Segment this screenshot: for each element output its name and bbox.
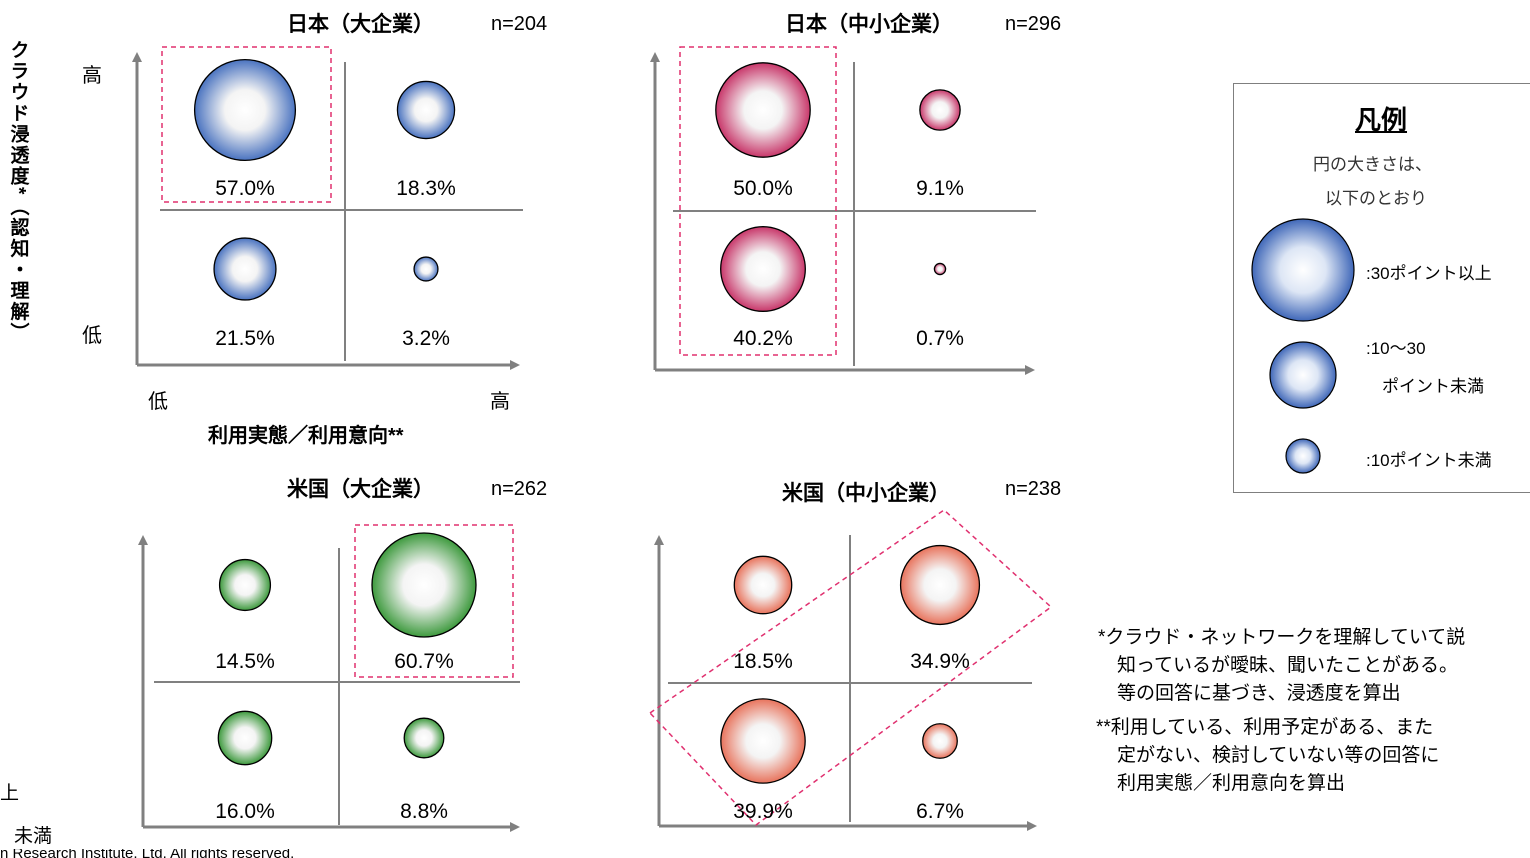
chart-sample-size: n=238 — [1005, 478, 1061, 500]
legend-label-large: :30ポイント以上 — [1366, 264, 1492, 283]
bubble-bottom-left — [217, 710, 273, 766]
note-line-3: 等の回答に基づき、浸透度を算出 — [1117, 683, 1401, 704]
value-label-bottom-left: 40.2% — [733, 327, 793, 350]
value-label-top-right: 60.7% — [394, 650, 454, 673]
highlight-box — [679, 46, 837, 356]
legend-bubble-small — [1285, 438, 1321, 474]
copyright-fragment: n Research Institute, Ltd. All rights re… — [0, 849, 295, 858]
value-label-top-left: 57.0% — [215, 177, 275, 200]
left-fragment-1: 上 — [0, 783, 20, 804]
bubble-bottom-right — [413, 256, 439, 282]
value-label-bottom-right: 6.7% — [916, 800, 964, 823]
value-label-bottom-right: 3.2% — [402, 327, 450, 350]
value-label-top-left: 50.0% — [733, 177, 793, 200]
chart-panel-2: 日本（中小企業） n=296 50.0% 9.1% 40.2% 0.7% — [650, 12, 1061, 375]
highlight-box — [354, 524, 514, 678]
chart-title: 米国（大企業） — [287, 477, 434, 501]
bubble-bottom-left — [720, 698, 806, 784]
value-label-bottom-left: 16.0% — [215, 800, 275, 823]
note-line-6: 利用実態／利用意向を算出 — [1117, 773, 1346, 794]
charts-layer: 日本（大企業） n=204 57.0% 18.3% 21.5% 3.2% 日本（中小企業） n… — [132, 12, 1061, 832]
legend-subtitle-line2: 以下のとおり — [1325, 189, 1427, 208]
legend-title: 凡例 — [1355, 105, 1408, 135]
x-axis-low-label: 低 — [148, 390, 168, 413]
chart-panel-4: 米国（中小企業） n=238 18.5% 34.9% 39.9% 6.7% — [648, 478, 1061, 831]
highlight-box — [161, 46, 332, 203]
bubble-top-left — [733, 555, 793, 615]
value-label-top-right: 34.9% — [910, 650, 970, 673]
bubble-top-right — [919, 89, 961, 131]
legend-label-medium-line2: ポイント未満 — [1382, 377, 1484, 396]
chart-title: 日本（中小企業） — [785, 12, 953, 36]
value-label-bottom-left: 21.5% — [215, 327, 275, 350]
bubble-bottom-left — [720, 226, 806, 312]
bubble-bottom-right — [933, 262, 947, 276]
chart-title: 日本（大企業） — [287, 12, 434, 36]
note-line-1: *クラウド・ネットワークを理解していて説 — [1098, 627, 1466, 648]
value-label-top-right: 9.1% — [916, 177, 964, 200]
value-label-bottom-right: 0.7% — [916, 327, 964, 350]
highlight-box — [648, 509, 1053, 826]
y-axis-title: クラウド浸透度*（認知・理解） — [8, 40, 30, 344]
x-axis-title: 利用実態／利用意向** — [208, 423, 404, 447]
bubble-top-left — [193, 58, 297, 162]
value-label-top-left: 14.5% — [215, 650, 275, 673]
value-label-top-right: 18.3% — [396, 177, 456, 200]
chart-sample-size: n=296 — [1005, 13, 1061, 35]
y-axis-high-label: 高 — [82, 64, 102, 87]
note-line-4: **利用している、利用予定がある、また — [1096, 717, 1434, 738]
chart-sample-size: n=262 — [491, 478, 547, 500]
bubble-bottom-right — [922, 723, 958, 759]
note-line-2: 知っているが曖昧、聞いたことがある。 — [1117, 655, 1459, 676]
note-line-5: 定がない、検討していない等の回答に — [1117, 745, 1440, 766]
chart-sample-size: n=204 — [491, 13, 547, 35]
bubble-top-right — [396, 80, 456, 140]
left-fragment-2: 未満 — [14, 826, 53, 847]
chart-title: 米国（中小企業） — [782, 481, 950, 505]
value-label-top-left: 18.5% — [733, 650, 793, 673]
bubble-top-left — [715, 62, 811, 158]
x-axis-high-label: 高 — [490, 390, 510, 413]
value-label-bottom-right: 8.8% — [400, 800, 448, 823]
legend-bubble-large — [1251, 218, 1355, 322]
bubble-bottom-right — [403, 717, 445, 759]
bubble-bottom-left — [213, 237, 277, 301]
value-label-bottom-left: 39.9% — [733, 800, 793, 823]
legend-label-medium-line1: :10〜30 — [1366, 339, 1426, 358]
legend-bubble-medium — [1269, 341, 1337, 409]
legend-label-small: :10ポイント未満 — [1366, 451, 1492, 470]
legend-bubbles — [1251, 218, 1355, 474]
chart-panel-3: 米国（大企業） n=262 14.5% 60.7% 16.0% 8.8% — [138, 477, 547, 832]
bubble-top-right — [371, 532, 477, 638]
y-axis-low-label: 低 — [82, 324, 102, 347]
bubble-top-left — [218, 558, 272, 612]
chart-panel-1: 日本（大企業） n=204 57.0% 18.3% 21.5% 3.2% — [132, 12, 547, 370]
legend-subtitle-line1: 円の大きさは、 — [1313, 155, 1432, 174]
bubble-top-right — [899, 544, 981, 626]
